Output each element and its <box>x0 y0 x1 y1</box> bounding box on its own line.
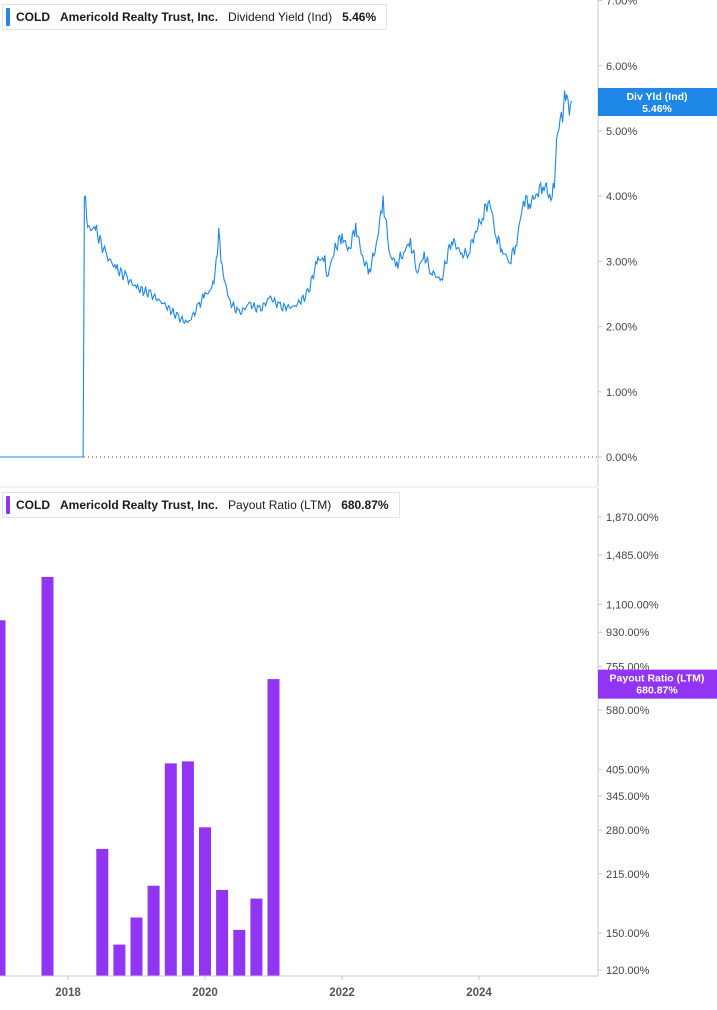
series-color-swatch <box>6 8 10 26</box>
payout-ratio-bar <box>113 944 126 976</box>
legend-payout-ratio: COLD Americold Realty Trust, Inc. Payout… <box>2 492 400 518</box>
y-tick-label-bottom: 405.00% <box>606 764 650 776</box>
y-tick-label-top: 6.00% <box>606 61 637 73</box>
payout-ratio-bar <box>267 679 280 976</box>
legend-ticker: COLD <box>16 498 50 512</box>
badge-top-line1: Div Yld (Ind) <box>626 91 687 103</box>
y-tick-label-top: 5.00% <box>606 126 637 138</box>
payout-ratio-bar <box>41 577 54 976</box>
legend-metric: Payout Ratio (LTM) <box>228 498 332 512</box>
legend-value: 5.46% <box>342 10 377 24</box>
y-tick-label-top: 2.00% <box>606 322 637 334</box>
y-tick-label-bottom: 345.00% <box>606 791 650 803</box>
y-tick-label-bottom: 930.00% <box>606 627 650 639</box>
legend-dividend-yield: COLD Americold Realty Trust, Inc. Divide… <box>2 4 388 30</box>
current-value-badge-top <box>598 88 717 116</box>
payout-ratio-bar <box>130 917 143 976</box>
y-tick-label-bottom: 215.00% <box>606 869 650 881</box>
legend-company: Americold Realty Trust, Inc. <box>60 10 219 24</box>
badge-bottom-line1: Payout Ratio (LTM) <box>610 673 705 685</box>
payout-ratio-bar <box>164 763 177 976</box>
y-tick-label-bottom: 580.00% <box>606 705 650 717</box>
current-value-badge-bottom <box>598 669 717 699</box>
x-tick-label: 2022 <box>329 987 355 999</box>
legend-company: Americold Realty Trust, Inc. <box>60 498 219 512</box>
badge-top-line2: 5.46% <box>642 103 672 115</box>
badge-bottom-line2: 680.87% <box>636 685 678 697</box>
payout-ratio-bar <box>216 889 229 976</box>
payout-ratio-bar <box>250 898 263 976</box>
y-tick-label-bottom: 1,100.00% <box>606 600 659 612</box>
y-tick-label-top: 4.00% <box>606 191 637 203</box>
y-tick-label-top: 3.00% <box>606 256 637 268</box>
payout-ratio-bar <box>181 761 194 976</box>
legend-metric: Dividend Yield (Ind) <box>228 10 333 24</box>
y-tick-label-top: 7.00% <box>606 0 637 8</box>
y-tick-label-bottom: 280.00% <box>606 825 650 837</box>
x-tick-label: 2020 <box>192 987 218 999</box>
payout-ratio-bar <box>147 885 160 976</box>
legend-value: 680.87% <box>341 498 389 512</box>
y-tick-label-top: 1.00% <box>606 387 637 399</box>
payout-ratio-bar <box>96 848 109 976</box>
legend-ticker: COLD <box>16 10 50 24</box>
y-tick-label-bottom: 1,870.00% <box>606 512 659 524</box>
payout-ratio-bar <box>199 827 211 976</box>
x-tick-label: 2024 <box>466 987 492 999</box>
y-tick-label-top: 0.00% <box>606 452 637 464</box>
y-tick-label-bottom: 120.00% <box>606 965 650 977</box>
x-tick-label: 2018 <box>55 987 81 999</box>
series-color-swatch <box>6 496 10 514</box>
payout-ratio-bar <box>233 929 246 976</box>
y-tick-label-bottom: 1,485.00% <box>606 550 659 562</box>
y-tick-label-bottom: 150.00% <box>606 928 650 940</box>
payout-ratio-bar <box>0 620 6 976</box>
dividend-yield-line <box>0 90 573 458</box>
